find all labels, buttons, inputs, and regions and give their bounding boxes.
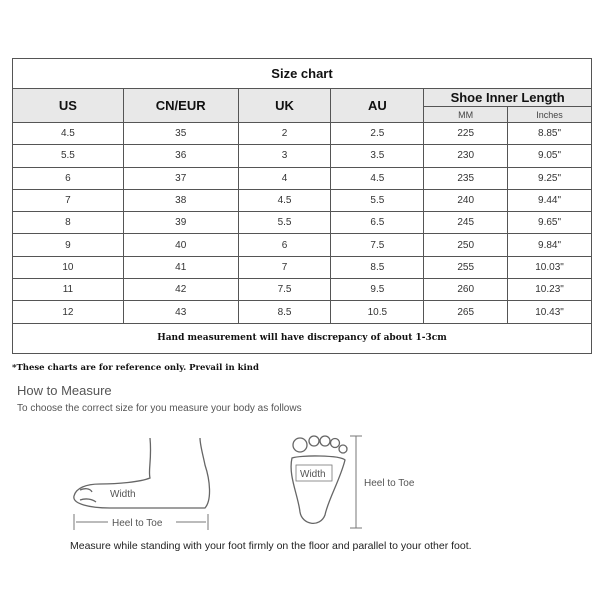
- sole-width-label: Width: [300, 469, 326, 480]
- sole-length-arrow: [350, 435, 362, 529]
- table-row: 9 40 6 7.5 250 9.84": [12, 233, 592, 257]
- table-row: 7 38 4.5 5.5 240 9.44": [12, 188, 592, 213]
- table-row: 10 41 7 8.5 255 10.03": [12, 255, 592, 280]
- table-cell: 10.43": [507, 300, 592, 324]
- table-cell: 10.5: [330, 300, 425, 324]
- table-row: 4.5 35 2 2.5 225 8.85": [12, 121, 592, 146]
- side-foot-illustration: [73, 437, 211, 509]
- table-row: 6 37 4 4.5 235 9.25": [12, 166, 592, 190]
- header-au: AU: [330, 88, 425, 123]
- header-inches: Inches: [507, 106, 592, 123]
- table-cell: 39: [122, 211, 239, 235]
- table-title: Size chart: [12, 58, 592, 89]
- header-uk: UK: [237, 88, 332, 123]
- table-row: 5.5 36 3 3.5 230 9.05": [12, 144, 592, 168]
- table-row: 11 42 7.5 9.5 260 10.23": [12, 278, 592, 302]
- sole-illustration: [290, 435, 348, 524]
- size-chart-table: Size chart US CN/EUR UK AU Shoe Inner Le…: [12, 58, 592, 354]
- table-row: 12 43 8.5 10.5 265 10.43": [12, 300, 592, 324]
- table-note: Hand measurement will have discrepancy o…: [12, 322, 592, 354]
- side-width-label: Width: [110, 489, 136, 500]
- side-length-arrow: [73, 514, 209, 530]
- side-length-label: Heel to Toe: [112, 518, 163, 529]
- table-cell: 43: [122, 300, 239, 324]
- table-cell: 265: [423, 300, 509, 324]
- header-shoe-inner-length: Shoe Inner Length: [423, 88, 592, 107]
- measure-instruction: Measure while standing with your foot fi…: [70, 540, 472, 552]
- disclaimer: *These charts are for reference only. Pr…: [12, 363, 259, 373]
- how-to-measure-subtitle: To choose the correct size for you measu…: [17, 403, 302, 414]
- how-to-measure-title: How to Measure: [17, 383, 112, 398]
- sole-length-label: Heel to Toe: [364, 478, 415, 489]
